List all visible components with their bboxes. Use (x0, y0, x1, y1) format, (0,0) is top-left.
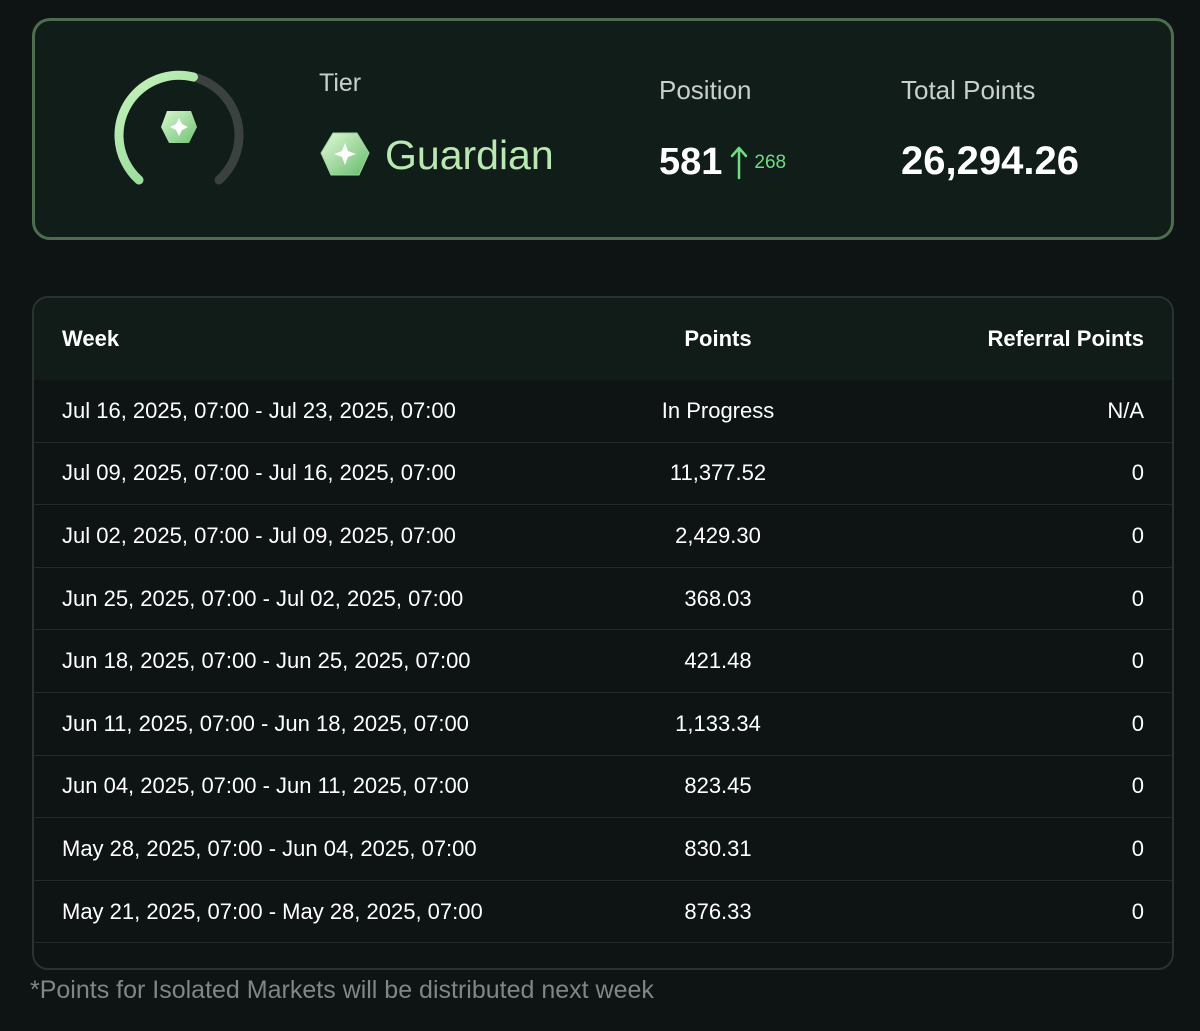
cell-week: Jul 02, 2025, 07:00 - Jul 09, 2025, 07:0… (62, 522, 456, 548)
table-row: Jul 09, 2025, 07:00 - Jul 16, 2025, 07:0… (34, 443, 1172, 506)
tier-name-row: Guardian (317, 127, 554, 183)
footnote: *Points for Isolated Markets will be dis… (30, 976, 654, 1004)
cell-week: May 21, 2025, 07:00 - May 28, 2025, 07:0… (62, 898, 483, 924)
ring-gem-icon (161, 111, 197, 143)
cell-week: Jun 18, 2025, 07:00 - Jun 25, 2025, 07:0… (62, 648, 471, 674)
cell-points: 823.45 (684, 773, 752, 799)
cell-week: Jun 04, 2025, 07:00 - Jun 11, 2025, 07:0… (62, 773, 469, 799)
cell-week: Jun 25, 2025, 07:00 - Jul 02, 2025, 07:0… (62, 585, 464, 611)
cell-referral-points: 0 (1131, 460, 1144, 486)
guardian-gem-icon (320, 132, 370, 176)
cell-week: Jul 16, 2025, 07:00 - Jul 23, 2025, 07:0… (62, 397, 456, 423)
cell-week: Jul 09, 2025, 07:00 - Jul 16, 2025, 07:0… (62, 460, 456, 486)
cell-points: 1,133.34 (675, 710, 761, 736)
position-label: Position (659, 75, 752, 105)
total-points-value: 26,294.26 (901, 139, 1079, 183)
table-row: Jul 16, 2025, 07:00 - Jul 23, 2025, 07:0… (34, 380, 1172, 443)
cell-referral-points: 0 (1131, 585, 1144, 611)
cell-points: In Progress (661, 397, 775, 423)
cell-referral-points: N/A (1107, 397, 1144, 423)
cell-week: Jun 11, 2025, 07:00 - Jun 18, 2025, 07:0… (62, 710, 469, 736)
cell-referral-points: 0 (1131, 835, 1144, 861)
table-row: Jun 11, 2025, 07:00 - Jun 18, 2025, 07:0… (34, 693, 1172, 756)
table-row: May 21, 2025, 07:00 - May 28, 2025, 07:0… (34, 881, 1172, 944)
header-week: Week (62, 326, 120, 351)
table-row: Jul 02, 2025, 07:00 - Jul 09, 2025, 07:0… (34, 505, 1172, 568)
cell-points: 830.31 (684, 835, 752, 861)
tier-label: Tier (319, 69, 362, 97)
cell-points: 11,377.52 (669, 460, 767, 486)
position-row: 581 268 (659, 141, 786, 184)
cell-points: 421.48 (684, 648, 752, 674)
table-body: Jul 16, 2025, 07:00 - Jul 23, 2025, 07:0… (34, 380, 1172, 944)
cell-referral-points: 0 (1131, 898, 1144, 924)
table-row: Jun 18, 2025, 07:00 - Jun 25, 2025, 07:0… (34, 630, 1172, 693)
cell-referral-points: 0 (1131, 522, 1144, 548)
table-header: Week Points Referral Points (34, 298, 1172, 380)
cell-referral-points: 0 (1131, 648, 1144, 674)
table-row: May 28, 2025, 07:00 - Jun 04, 2025, 07:0… (34, 818, 1172, 881)
tier-summary-card: Tier Guardian Position 581 268 Total Poi… (32, 18, 1174, 240)
cell-points: 876.33 (684, 898, 752, 924)
weekly-points-table: Week Points Referral Points Jul 16, 2025… (32, 296, 1174, 970)
table-row: Jun 25, 2025, 07:00 - Jul 02, 2025, 07:0… (34, 568, 1172, 631)
cell-week: May 28, 2025, 07:00 - Jun 04, 2025, 07:0… (62, 835, 477, 861)
tier-progress-ring (114, 70, 244, 185)
cell-referral-points: 0 (1131, 773, 1144, 799)
position-change: 268 (754, 151, 787, 173)
cell-points: 2,429.30 (675, 522, 761, 548)
header-points: Points (684, 326, 752, 351)
cell-referral-points: 0 (1131, 710, 1144, 736)
cell-points: 368.03 (684, 585, 752, 611)
arrow-up-icon (731, 146, 748, 179)
position-value: 581 (659, 141, 723, 183)
total-points-label: Total Points (901, 75, 1036, 105)
table-row: Jun 04, 2025, 07:00 - Jun 11, 2025, 07:0… (34, 756, 1172, 819)
tier-name: Guardian (385, 131, 554, 178)
header-referral-points: Referral Points (987, 326, 1145, 351)
